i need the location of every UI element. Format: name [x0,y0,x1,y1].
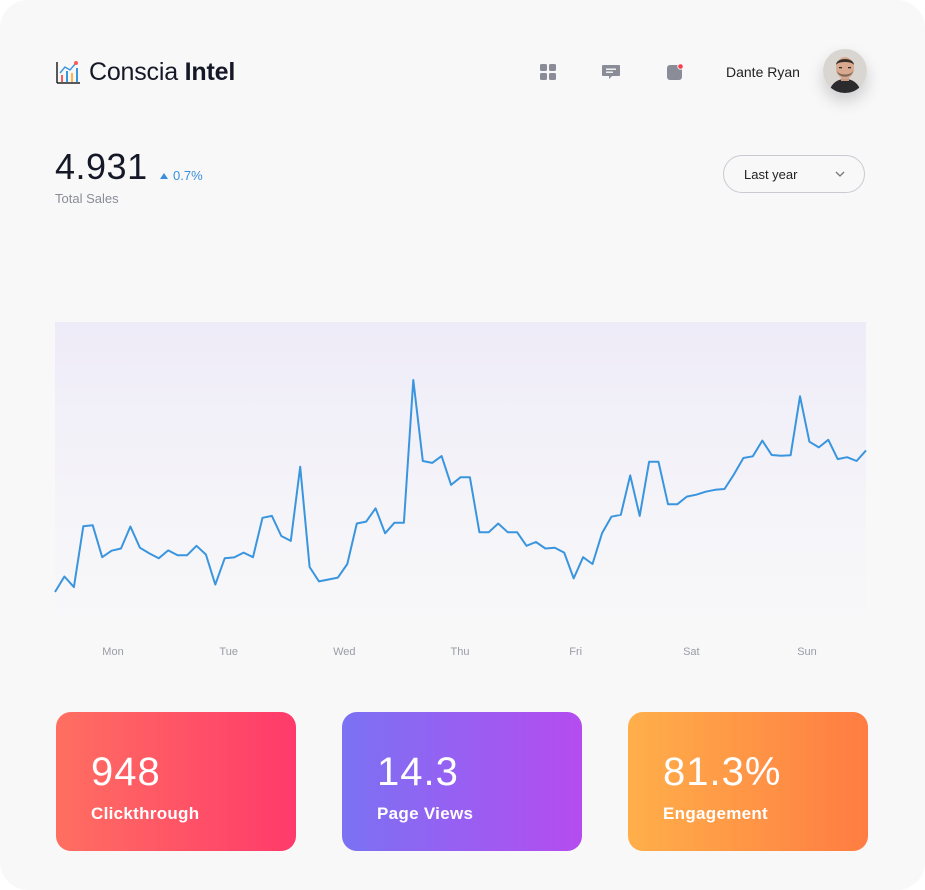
brand-logo[interactable]: Conscia Intel [55,56,235,88]
x-axis-label: Wed [333,646,355,658]
chat-icon[interactable] [601,62,621,82]
sales-change-value: 0.7% [173,168,203,183]
avatar[interactable] [823,49,867,93]
x-axis-label: Tue [219,646,238,658]
grid-icon[interactable] [538,62,558,82]
x-axis-label: Fri [569,646,582,658]
brand-name-bold: Intel [184,57,236,86]
total-sales-label: Total Sales [55,191,119,206]
stat-label: Clickthrough [91,804,200,823]
user-name[interactable]: Dante Ryan [726,64,800,80]
brand-name-light: Conscia [89,57,185,86]
notification-icon[interactable] [665,62,685,82]
stat-card-clickthrough[interactable]: 948 Clickthrough [56,712,296,851]
stat-label: Page Views [377,804,474,823]
period-select[interactable]: Last year [723,155,865,193]
x-axis-label: Sun [797,646,817,658]
chart-area-background [55,322,866,640]
chevron-down-icon [835,171,845,177]
stat-value: 14.3 [377,750,459,794]
period-select-value: Last year [744,167,798,182]
arrow-up-icon [160,172,168,179]
stat-value: 948 [91,750,161,794]
chart-logo-icon [56,61,80,84]
stat-value: 81.3% [663,750,782,794]
stat-label: Engagement [663,804,769,823]
x-axis-label: Mon [102,646,123,658]
stat-card-engagement[interactable]: 81.3% Engagement [628,712,868,851]
brand-name: Conscia Intel [89,58,235,87]
x-axis-label: Thu [451,646,470,658]
stat-card-page-views[interactable]: 14.3 Page Views [342,712,582,851]
sales-line-chart: Mon Tue Wed Thu Fri Sat Sun [54,322,867,658]
sales-series-line [54,379,867,593]
sales-change: 0.7% [160,168,203,183]
total-sales-value: 4.931 [55,146,148,187]
x-axis-label: Sat [683,646,700,658]
avatar-image [823,49,867,93]
